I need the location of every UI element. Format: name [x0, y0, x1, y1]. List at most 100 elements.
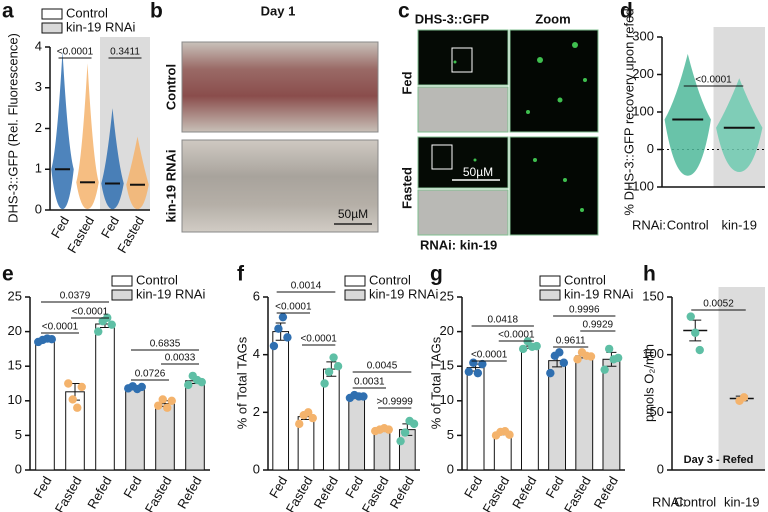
y-tick-label: 5	[447, 427, 454, 442]
p-value: <0.0001	[57, 47, 94, 58]
y-tick-label: 150	[642, 288, 664, 303]
data-point	[473, 368, 483, 378]
panel-letter: a	[2, 0, 14, 23]
panel-letter: b	[150, 0, 163, 23]
y-tick-label: 20	[8, 323, 22, 338]
panel-letter: g	[430, 263, 443, 286]
x-tick-label: Fed	[98, 214, 122, 241]
y-tick-label: -100	[628, 178, 654, 193]
data-point	[396, 436, 405, 446]
x-tick-label: Control	[667, 217, 709, 232]
x-tick-label: Fed	[48, 214, 72, 241]
bar	[272, 331, 290, 471]
row-label: Control	[163, 64, 178, 110]
panel-b: Day 1 Control kin-19 RNAi 50µM	[163, 3, 379, 233]
image-title: Day 1	[261, 3, 296, 18]
data-point	[409, 419, 419, 429]
bar	[575, 355, 594, 471]
row-label: kin-19 RNAi	[163, 150, 178, 223]
x-axis-label: RNAi:	[632, 217, 666, 232]
image	[417, 29, 509, 86]
p-value: 0.0014	[291, 281, 322, 292]
data-point	[739, 393, 749, 402]
p-value: <0.0001	[275, 302, 312, 313]
data-point	[137, 382, 146, 392]
bar	[466, 367, 485, 471]
scale-label: 50µM	[338, 207, 368, 221]
legend-label: Control	[564, 272, 606, 287]
p-value: 0.3411	[110, 47, 140, 58]
panel-letter: h	[643, 263, 656, 286]
p-value: 0.0052	[703, 299, 734, 310]
x-tick-label: kin-19	[722, 217, 757, 232]
panel-c: DHS-3::GFP Zoom 50µM Fed Fasted RNAi: ki…	[399, 11, 599, 252]
p-value: <0.0001	[42, 322, 79, 333]
y-tick-label: 10	[8, 392, 22, 407]
bar	[602, 358, 621, 471]
data-point	[278, 312, 288, 322]
y-tick-label: 0	[15, 461, 22, 476]
y-tick-label: 0	[447, 461, 454, 476]
data-point	[505, 430, 514, 439]
p-value: <0.0001	[471, 350, 508, 361]
data-point	[94, 327, 103, 336]
bar	[373, 429, 391, 471]
image	[417, 86, 509, 133]
x-tick-label: kin-19	[724, 494, 759, 509]
fluorescence	[453, 42, 587, 212]
panel-letter: e	[2, 263, 14, 286]
p-value: <0.0001	[72, 307, 109, 318]
legend-label: kin-19 RNAi	[564, 286, 633, 301]
y-tick-label: 200	[632, 66, 654, 81]
image	[181, 41, 379, 133]
x-tick-label: Fasted	[561, 474, 594, 512]
data-point	[154, 401, 163, 410]
x-axis-label: RNAi:	[652, 494, 686, 509]
data-point	[532, 341, 541, 351]
y-tick-label: 0	[35, 201, 42, 216]
data-point	[695, 345, 704, 355]
data-point	[167, 396, 176, 405]
x-tick-label: Fed	[342, 474, 366, 501]
bar	[348, 395, 366, 471]
data-point	[158, 395, 167, 404]
p-value: 0.0418	[487, 315, 518, 326]
x-tick-label: Refed	[387, 474, 417, 512]
scale-label: 50µM	[463, 165, 493, 179]
p-value: 0.6835	[150, 339, 181, 350]
legend-label: kin-19 RNAi	[136, 286, 205, 301]
data-point	[359, 392, 368, 401]
data-point	[686, 312, 695, 321]
data-point	[73, 403, 82, 412]
x-tick-label: Fed	[266, 474, 290, 501]
legend-swatch	[539, 275, 561, 287]
y-tick-label: 3	[35, 79, 42, 94]
data-point	[163, 403, 172, 412]
data-point	[555, 348, 564, 357]
data-point	[107, 320, 116, 329]
y-tick-label: 100	[642, 346, 664, 361]
data-point	[546, 368, 555, 378]
row-label: Fasted	[399, 167, 414, 209]
data-point	[600, 365, 609, 374]
footer: RNAi: kin-19	[420, 237, 497, 252]
bar	[520, 345, 539, 471]
x-tick-label: Refed	[311, 474, 341, 512]
data-point	[691, 328, 700, 337]
y-tick-label: 0	[647, 141, 654, 156]
p-value: 0.0726	[135, 369, 166, 380]
y-tick-label: 25	[440, 288, 454, 303]
data-point	[77, 382, 86, 392]
p-value: >0.9999	[376, 397, 413, 408]
p-value: 0.9996	[569, 305, 600, 316]
image	[181, 139, 379, 233]
zoom-box	[451, 47, 473, 73]
x-tick-label: Refed	[509, 474, 539, 512]
x-tick-label: Fasted	[142, 474, 175, 512]
legend-swatch	[539, 289, 561, 301]
legend-swatch	[344, 289, 366, 301]
y-tick-label: 50	[650, 404, 664, 419]
image	[417, 189, 509, 236]
